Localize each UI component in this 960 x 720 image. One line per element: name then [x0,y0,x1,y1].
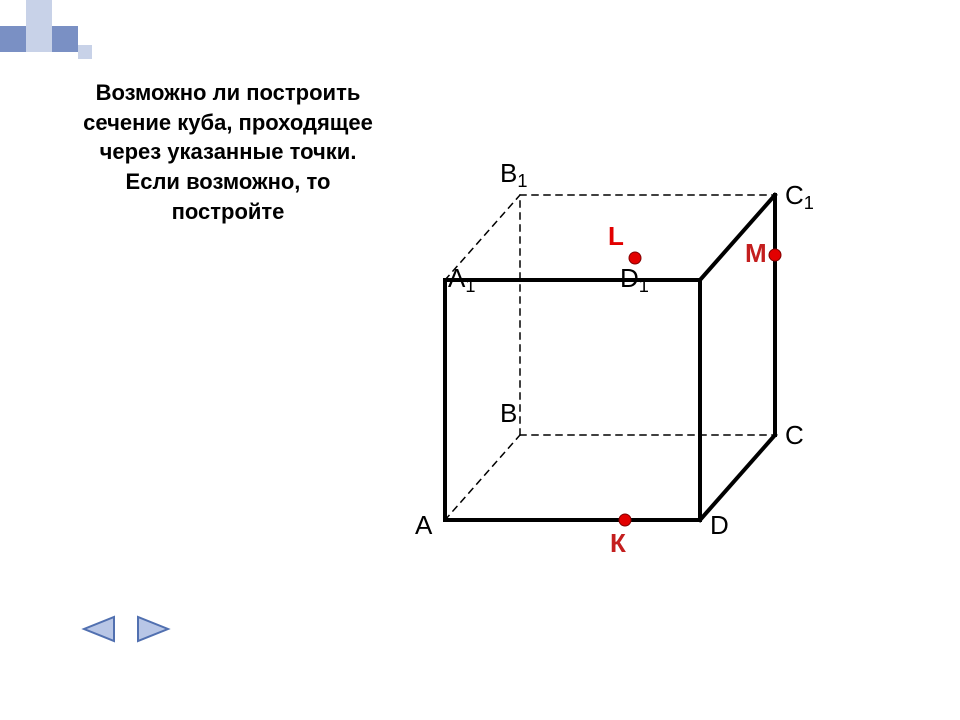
triangle-right-icon [134,613,174,645]
label-B: В [500,398,517,429]
cube-diagram [0,0,960,720]
next-button[interactable] [134,613,174,645]
label-L: L [608,221,624,252]
prev-button[interactable] [78,613,118,645]
label-B1: В1 [500,158,527,189]
label-A1: А1 [448,263,475,294]
nav-container [78,613,174,645]
label-D1: D1 [620,263,649,294]
label-K: К [610,528,626,559]
label-A: А [415,510,432,541]
triangle-left-icon [78,613,118,645]
label-D: D [710,510,729,541]
label-M: М [745,238,767,269]
label-C1: С1 [785,180,814,211]
label-C: С [785,420,804,451]
